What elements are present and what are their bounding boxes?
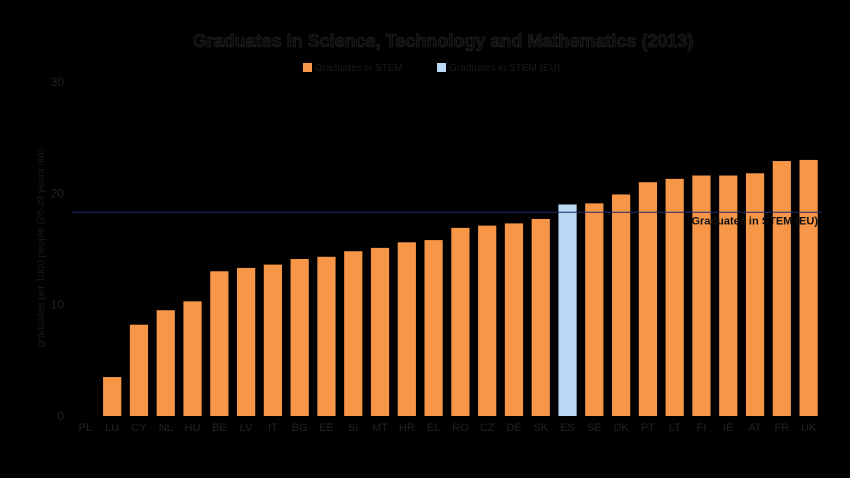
bar-bg — [290, 259, 309, 416]
bar-pt — [638, 182, 657, 416]
legend-label-stem-eu: Graduates in STEM (EU) — [449, 63, 560, 74]
bar-ee — [317, 256, 336, 416]
bars — [103, 159, 818, 416]
bar-ie — [719, 175, 738, 416]
bar-nl — [156, 310, 175, 416]
legend-swatch-stem-eu — [437, 63, 446, 72]
x-tick-label-nl: NL — [159, 422, 173, 434]
x-tick-label-it: IT — [268, 422, 278, 434]
legend-swatch-stem — [303, 63, 312, 72]
chart-title: Graduates in Science, Technology and Mat… — [193, 31, 694, 51]
bar-sk — [531, 218, 550, 416]
y-tick-label: 10 — [51, 298, 65, 312]
x-tick-label-fi: FI — [697, 422, 707, 434]
x-tick-label-at: AT — [748, 422, 762, 434]
eu-reference-label: Graduates in STEM (EU) — [691, 215, 818, 227]
bar-dk — [612, 194, 631, 416]
bar-lt — [665, 178, 684, 416]
x-tick-label-uk: UK — [801, 422, 817, 434]
y-tick-label: 30 — [51, 75, 65, 89]
x-tick-label-el: EL — [427, 422, 440, 434]
bar-de — [504, 223, 524, 416]
x-tick-label-bg: BG — [292, 422, 308, 434]
x-tick-label-ee: EE — [319, 422, 334, 434]
legend-label-stem: Graduates in STEM — [315, 63, 403, 74]
bar-at — [745, 173, 765, 416]
bar-mt — [370, 247, 390, 416]
y-axis: 0 10 20 30 — [51, 75, 65, 423]
bar-cy — [129, 324, 149, 416]
x-tick-label-be: BE — [212, 422, 227, 434]
x-tick-label-lu: LU — [105, 422, 119, 434]
x-tick-label-sk: SK — [533, 422, 548, 434]
x-tick-label-cy: CY — [131, 422, 147, 434]
bar-fr — [772, 161, 791, 416]
x-tick-label-si: SI — [348, 422, 358, 434]
x-tick-label-hu: HU — [185, 422, 201, 434]
bar-se — [585, 203, 604, 416]
bar-fi — [692, 175, 711, 416]
bar-es — [558, 204, 577, 416]
y-tick-label: 0 — [57, 409, 64, 423]
x-tick-label-pt: PT — [641, 422, 655, 434]
x-tick-label-lv: LV — [240, 422, 253, 434]
bar-lv — [237, 267, 256, 416]
bar-si — [344, 251, 363, 416]
x-tick-label-pl: PL — [79, 422, 92, 434]
y-axis-label: graduates per 1000 people (20-29 years o… — [36, 149, 47, 347]
x-tick-label-fr: FR — [774, 422, 789, 434]
x-tick-label-hr: HR — [399, 422, 415, 434]
x-tick-label-es: ES — [560, 422, 575, 434]
x-tick-label-ro: RO — [452, 422, 469, 434]
bar-lu — [103, 377, 122, 416]
x-tick-label-lt: LT — [669, 422, 681, 434]
x-tick-label-dk: DK — [613, 422, 629, 434]
bar-be — [210, 271, 229, 416]
x-tick-label-mt: MT — [372, 422, 388, 434]
x-tick-label-de: DE — [506, 422, 521, 434]
bar-hu — [183, 301, 202, 416]
bar-cz — [478, 225, 497, 416]
bar-ro — [451, 227, 470, 416]
y-tick-label: 20 — [51, 186, 65, 200]
bar-hr — [397, 242, 416, 416]
bar-it — [263, 264, 282, 416]
x-tick-label-se: SE — [587, 422, 602, 434]
bar-el — [424, 240, 443, 416]
bar-uk — [799, 159, 818, 416]
x-tick-label-cz: CZ — [480, 422, 495, 434]
legend: Graduates in STEM Graduates in STEM (EU) — [303, 63, 560, 74]
x-axis: PL LU CY NL HU BE LV IT BG EE SI MT HR EL RO CZ DE SK ES SE… — [79, 422, 817, 434]
x-tick-label-ie: IE — [723, 422, 733, 434]
